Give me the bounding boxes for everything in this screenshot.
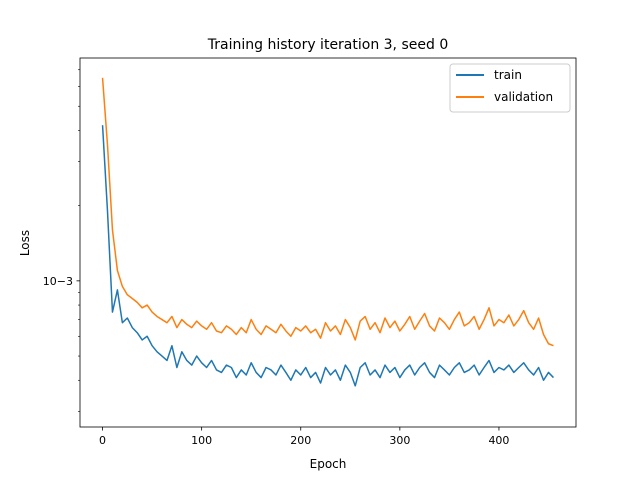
series-line-train [101, 125, 554, 387]
series-lines [101, 77, 554, 387]
x-tick-label: 0 [99, 434, 106, 447]
legend-label-train: train [494, 68, 522, 82]
chart-title: Training history iteration 3, seed 0 [207, 37, 448, 53]
legend: train validation [449, 63, 571, 113]
legend-label-validation: validation [494, 90, 553, 104]
plot-area [80, 58, 576, 427]
series-line-validation [101, 77, 554, 347]
y-axis-label: Loss [18, 230, 32, 256]
x-tick-label: 400 [488, 434, 509, 447]
x-tick-label: 300 [389, 434, 410, 447]
x-axis-label: Epoch [310, 457, 347, 471]
x-tick-label: 100 [191, 434, 212, 447]
plot-frame [79, 57, 577, 428]
x-axis-ticks: 0 100 200 300 400 [99, 427, 509, 447]
y-tick-label: 10−3 [43, 275, 73, 288]
x-tick-label: 200 [290, 434, 311, 447]
